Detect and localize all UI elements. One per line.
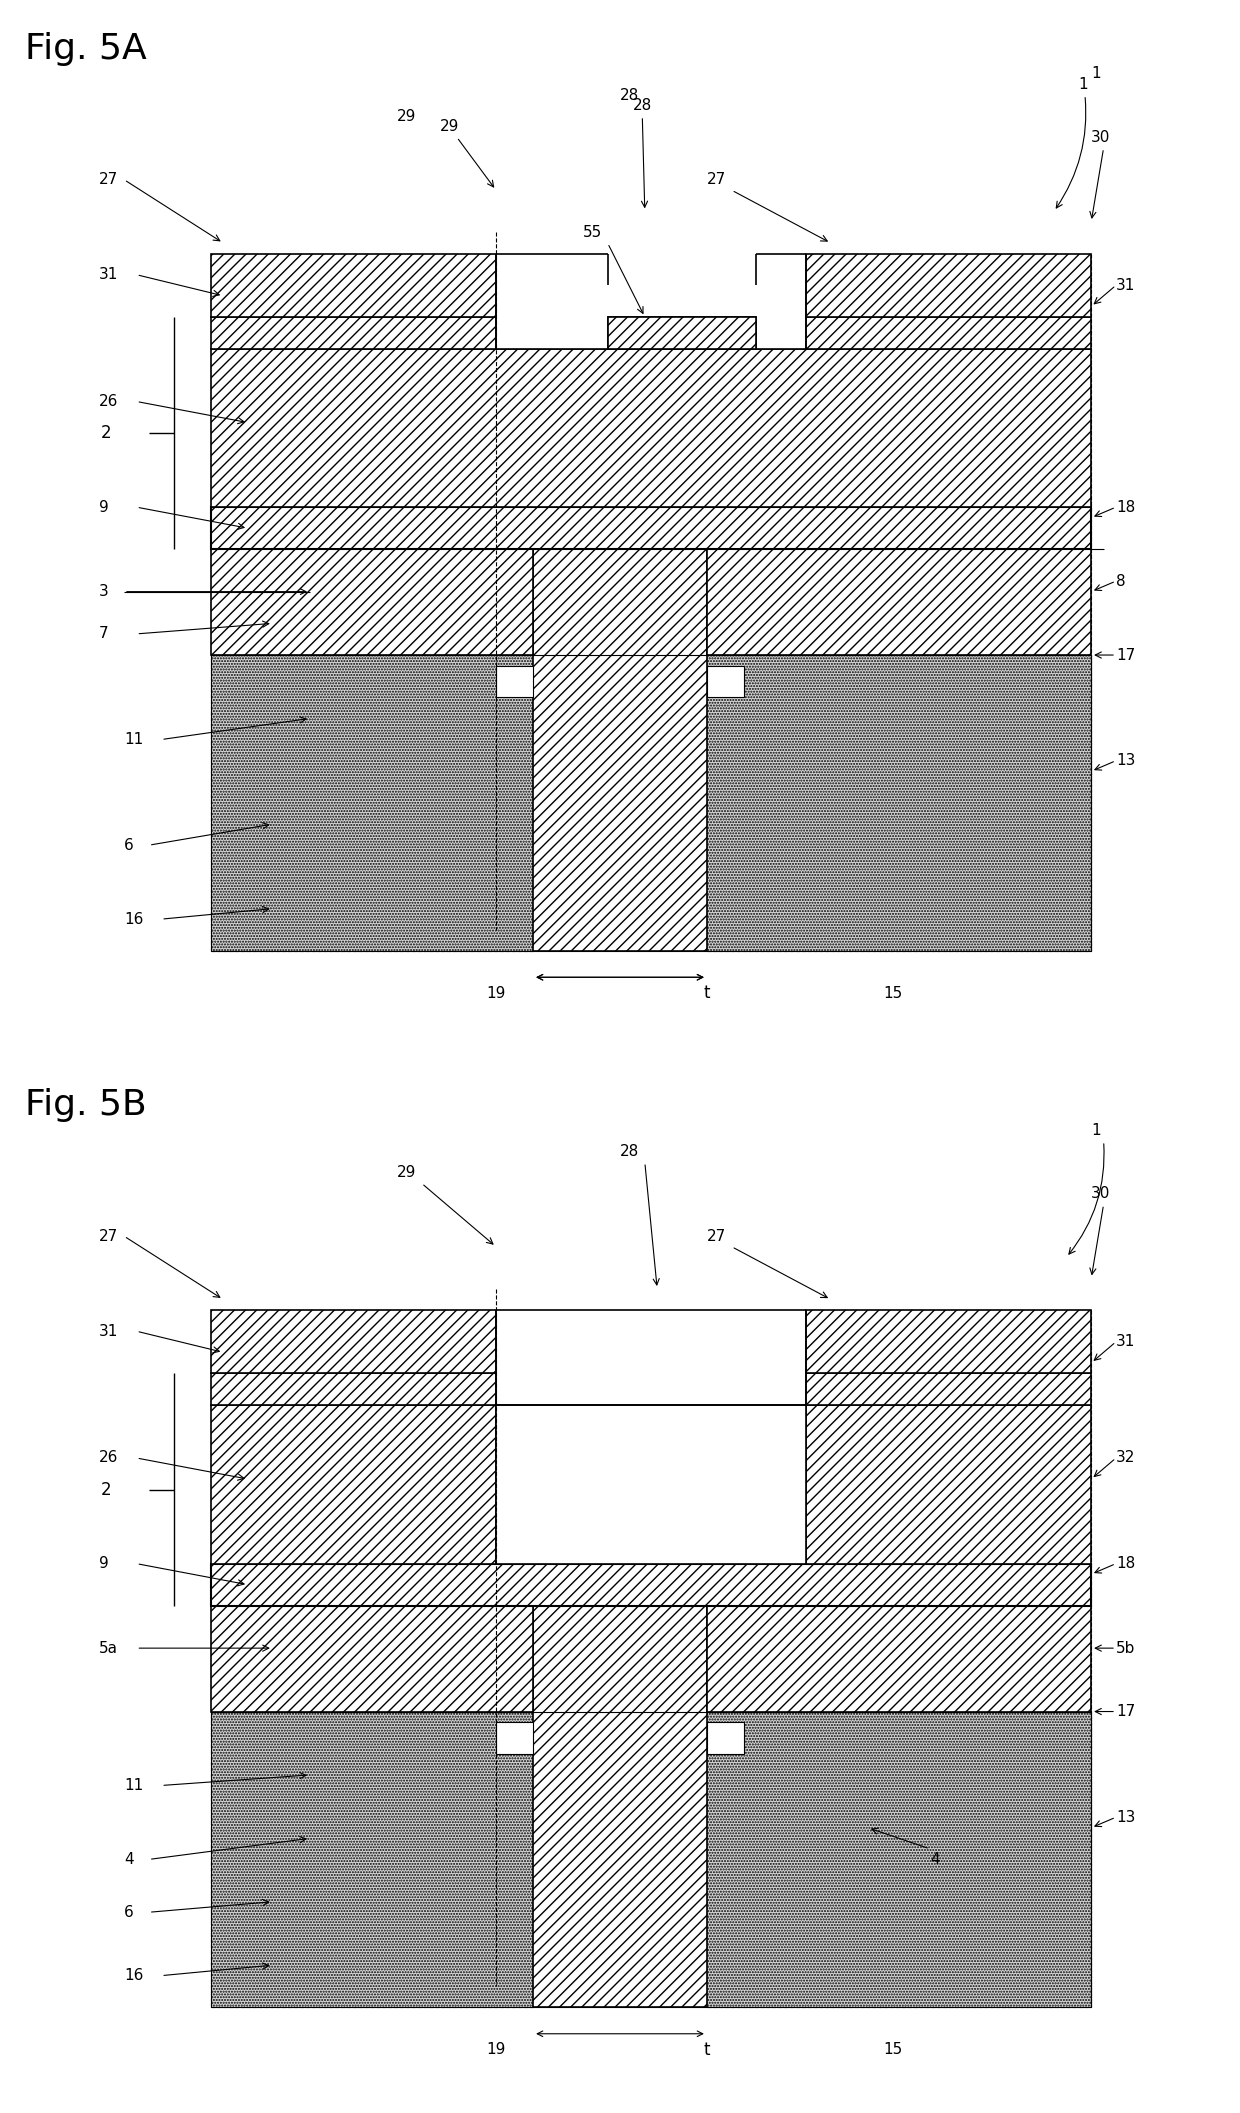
Text: 1: 1: [1091, 1122, 1101, 1139]
Text: 16: 16: [124, 911, 144, 928]
Text: 6: 6: [124, 1904, 134, 1921]
Text: 19: 19: [486, 2041, 506, 2058]
Bar: [533, 1564, 707, 2007]
Text: 2: 2: [100, 425, 112, 442]
Text: Fig. 5B: Fig. 5B: [25, 1088, 146, 1122]
Text: 31: 31: [1116, 1333, 1136, 1350]
Text: 13: 13: [1116, 752, 1136, 769]
Bar: [211, 1373, 496, 1405]
Text: 5b: 5b: [1116, 1640, 1136, 1657]
Text: 31: 31: [1116, 277, 1136, 294]
Text: 27: 27: [99, 171, 119, 188]
Bar: [211, 349, 1091, 507]
Text: 27: 27: [707, 171, 727, 188]
Text: 13: 13: [1116, 1809, 1136, 1826]
Bar: [707, 666, 744, 697]
Text: 26: 26: [99, 393, 119, 410]
Text: 6: 6: [124, 837, 134, 854]
Bar: [211, 317, 496, 349]
Bar: [496, 1405, 806, 1564]
Text: 9: 9: [99, 1555, 109, 1572]
Text: 29: 29: [397, 1164, 417, 1181]
Text: 28: 28: [620, 87, 640, 104]
Bar: [496, 666, 533, 697]
Text: 2: 2: [100, 1481, 112, 1498]
Text: 9: 9: [99, 499, 109, 516]
Bar: [533, 507, 707, 951]
Text: 1: 1: [1091, 66, 1101, 82]
Bar: [211, 1405, 496, 1564]
Bar: [707, 1722, 744, 1754]
Text: 11: 11: [124, 1777, 144, 1794]
Bar: [608, 317, 756, 349]
Bar: [211, 1310, 496, 1373]
Text: 16: 16: [124, 1967, 144, 1984]
Text: Fig. 5A: Fig. 5A: [25, 32, 146, 66]
Bar: [211, 1712, 1091, 2007]
Text: 29: 29: [439, 118, 494, 186]
Text: 55: 55: [583, 224, 603, 241]
Text: 3: 3: [99, 583, 109, 600]
Bar: [211, 254, 496, 317]
Text: 5a: 5a: [99, 1640, 118, 1657]
Text: 15: 15: [883, 2041, 903, 2058]
Text: 27: 27: [707, 1228, 727, 1245]
Bar: [608, 317, 756, 349]
Text: 18: 18: [1116, 1555, 1136, 1572]
Bar: [211, 507, 1091, 549]
Text: 15: 15: [883, 985, 903, 1002]
Text: 26: 26: [99, 1450, 119, 1466]
Text: 19: 19: [486, 985, 506, 1002]
Text: 29: 29: [397, 108, 417, 125]
Bar: [211, 1606, 533, 1712]
Text: 27: 27: [99, 1228, 119, 1245]
Text: 18: 18: [1116, 499, 1136, 516]
Text: 28: 28: [620, 1143, 640, 1160]
Text: 4: 4: [124, 1851, 134, 1868]
Text: 17: 17: [1116, 647, 1136, 663]
Bar: [806, 317, 1091, 349]
Bar: [806, 254, 1091, 317]
Bar: [496, 254, 806, 349]
Text: t: t: [703, 985, 711, 1002]
Text: 30: 30: [1091, 1185, 1111, 1202]
Bar: [707, 1606, 1091, 1712]
Text: 8: 8: [1116, 573, 1126, 590]
Bar: [211, 1564, 1091, 1606]
Bar: [707, 549, 1091, 655]
Text: 17: 17: [1116, 1703, 1136, 1720]
Text: t: t: [703, 2041, 711, 2058]
Text: 28: 28: [632, 97, 652, 207]
Bar: [211, 549, 533, 655]
Bar: [806, 1405, 1091, 1564]
Bar: [806, 1373, 1091, 1405]
Text: 7: 7: [99, 625, 109, 642]
Text: 32: 32: [1116, 1450, 1136, 1466]
Text: 31: 31: [99, 1323, 119, 1340]
Bar: [211, 655, 1091, 951]
Text: 30: 30: [1091, 129, 1111, 146]
Text: 4: 4: [930, 1851, 940, 1868]
Bar: [496, 1722, 533, 1754]
Text: 1: 1: [1056, 76, 1089, 207]
Bar: [806, 1310, 1091, 1373]
Text: 11: 11: [124, 731, 144, 748]
Text: 31: 31: [99, 266, 119, 283]
